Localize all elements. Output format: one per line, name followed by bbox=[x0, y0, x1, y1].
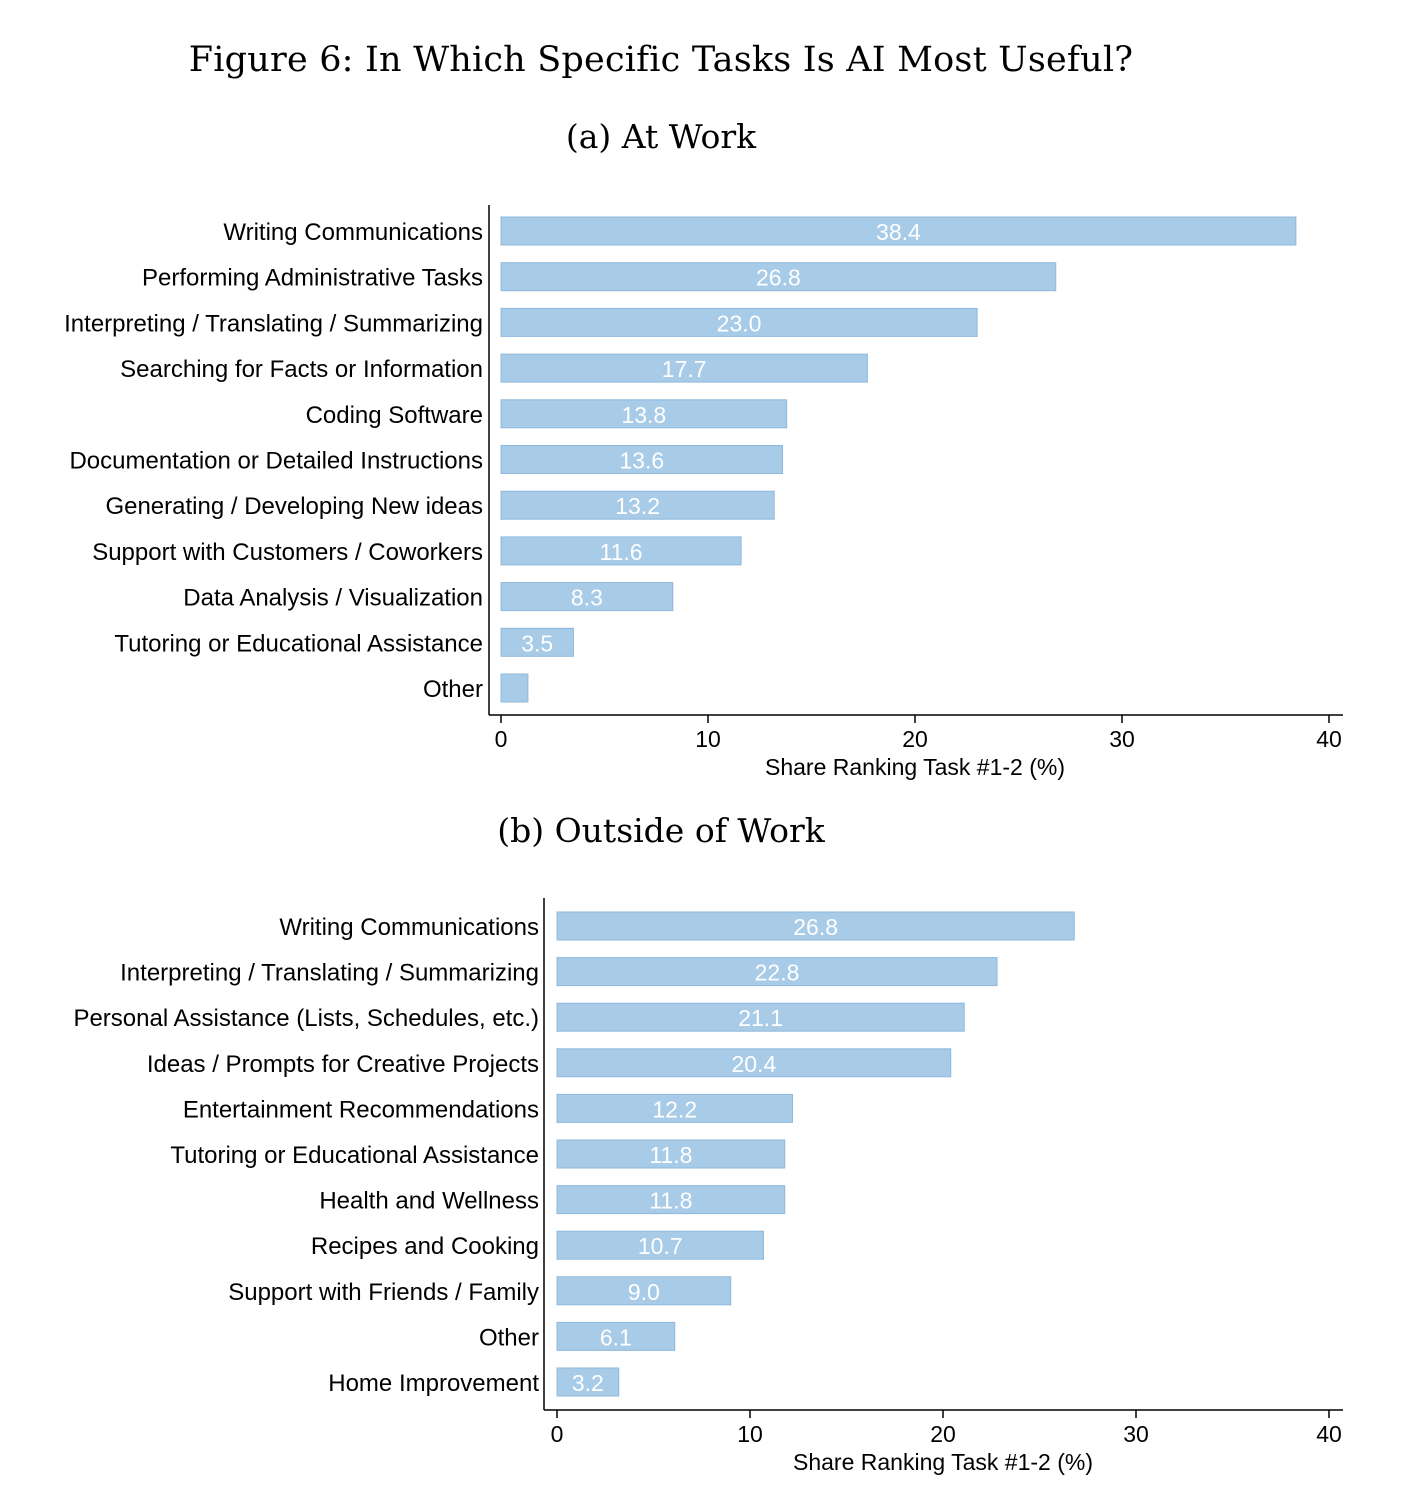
x-axis-title: Share Ranking Task #1-2 (%) bbox=[793, 1449, 1093, 1475]
bar bbox=[556, 1230, 765, 1260]
bar bbox=[500, 399, 788, 429]
value-label: 8.3 bbox=[571, 585, 603, 611]
value-label: 13.6 bbox=[619, 448, 664, 474]
bar bbox=[500, 353, 868, 383]
value-label: 23.0 bbox=[717, 310, 762, 336]
bar bbox=[556, 1185, 786, 1215]
category-label: Personal Assistance (Lists, Schedules, e… bbox=[73, 1005, 539, 1032]
chart-outside-of-work: Writing Communications 26.8 Interpreting /… bbox=[73, 898, 1343, 1475]
category-label: Ideas / Prompts for Creative Projects bbox=[147, 1051, 539, 1078]
bar bbox=[556, 1139, 786, 1169]
x-tick-label: 10 bbox=[737, 1421, 763, 1447]
x-tick-label: 20 bbox=[930, 1421, 956, 1447]
value-label: 26.8 bbox=[793, 914, 838, 940]
value-label: 26.8 bbox=[756, 265, 801, 291]
bar bbox=[556, 911, 1075, 941]
bar bbox=[500, 582, 674, 612]
category-label: Writing Communications bbox=[223, 219, 483, 246]
bar bbox=[556, 1093, 793, 1123]
category-label: Interpreting / Translating / Summarizing bbox=[64, 310, 483, 337]
category-label: Other bbox=[423, 676, 483, 703]
bar bbox=[500, 673, 529, 703]
panel-a-title: (a) At Work bbox=[565, 117, 757, 156]
x-tick-label: 30 bbox=[1109, 726, 1135, 752]
bar bbox=[500, 216, 1297, 246]
x-axis-title: Share Ranking Task #1-2 (%) bbox=[765, 754, 1065, 780]
x-tick-label: 10 bbox=[695, 726, 721, 752]
value-label: 12.2 bbox=[652, 1096, 697, 1122]
bar bbox=[556, 957, 998, 987]
category-label: Documentation or Detailed Instructions bbox=[69, 448, 483, 475]
value-label: 3.5 bbox=[521, 630, 553, 656]
value-label: 6.1 bbox=[600, 1324, 632, 1350]
value-label: 21.1 bbox=[738, 1005, 783, 1031]
value-label: 20.4 bbox=[731, 1051, 776, 1077]
panel-b-title: (b) Outside of Work bbox=[497, 811, 825, 850]
bar bbox=[556, 1002, 965, 1032]
bar bbox=[500, 262, 1057, 292]
category-label: Performing Administrative Tasks bbox=[142, 265, 483, 292]
category-label: Searching for Facts or Information bbox=[120, 356, 483, 383]
x-tick-label: 40 bbox=[1316, 1421, 1342, 1447]
bar bbox=[500, 307, 978, 337]
x-tick-label: 30 bbox=[1123, 1421, 1149, 1447]
value-label: 3.2 bbox=[572, 1370, 604, 1396]
category-label: Home Improvement bbox=[328, 1370, 539, 1397]
category-label: Other bbox=[479, 1324, 539, 1351]
value-label: 11.6 bbox=[600, 539, 643, 565]
category-label: Generating / Developing New ideas bbox=[105, 493, 483, 520]
bar bbox=[500, 627, 574, 657]
value-label: 11.8 bbox=[649, 1142, 692, 1168]
value-label: 13.8 bbox=[621, 402, 666, 428]
value-label: 22.8 bbox=[755, 960, 800, 986]
bar bbox=[556, 1367, 620, 1397]
value-label: 17.7 bbox=[662, 356, 707, 382]
category-label: Interpreting / Translating / Summarizing bbox=[120, 960, 539, 987]
category-label: Tutoring or Educational Assistance bbox=[114, 630, 483, 657]
value-label: 10.7 bbox=[638, 1233, 683, 1259]
chart-at-work: Writing Communications 38.4 Performing Adm… bbox=[64, 205, 1343, 780]
value-label: 11.8 bbox=[649, 1188, 692, 1214]
category-label: Entertainment Recommendations bbox=[183, 1096, 539, 1123]
value-label: 9.0 bbox=[628, 1279, 660, 1305]
category-label: Coding Software bbox=[306, 402, 483, 429]
category-label: Support with Friends / Family bbox=[228, 1279, 539, 1306]
category-label: Tutoring or Educational Assistance bbox=[170, 1142, 539, 1169]
bar bbox=[500, 490, 775, 520]
x-tick-label: 0 bbox=[551, 1421, 564, 1447]
value-label: 13.2 bbox=[615, 493, 660, 519]
x-tick-label: 20 bbox=[902, 726, 928, 752]
category-label: Health and Wellness bbox=[319, 1188, 539, 1215]
figure-title: Figure 6: In Which Specific Tasks Is AI … bbox=[188, 40, 1134, 80]
bar bbox=[556, 1276, 732, 1306]
category-label: Data Analysis / Visualization bbox=[183, 585, 483, 612]
x-tick-label: 0 bbox=[495, 726, 508, 752]
category-label: Recipes and Cooking bbox=[311, 1233, 539, 1260]
category-label: Support with Customers / Coworkers bbox=[92, 539, 483, 566]
value-label: 38.4 bbox=[876, 219, 921, 245]
bar bbox=[556, 1048, 952, 1078]
category-label: Writing Communications bbox=[279, 914, 539, 941]
bar bbox=[500, 445, 784, 474]
bar bbox=[556, 1321, 676, 1351]
x-tick-label: 40 bbox=[1316, 726, 1342, 752]
bar bbox=[500, 536, 742, 566]
